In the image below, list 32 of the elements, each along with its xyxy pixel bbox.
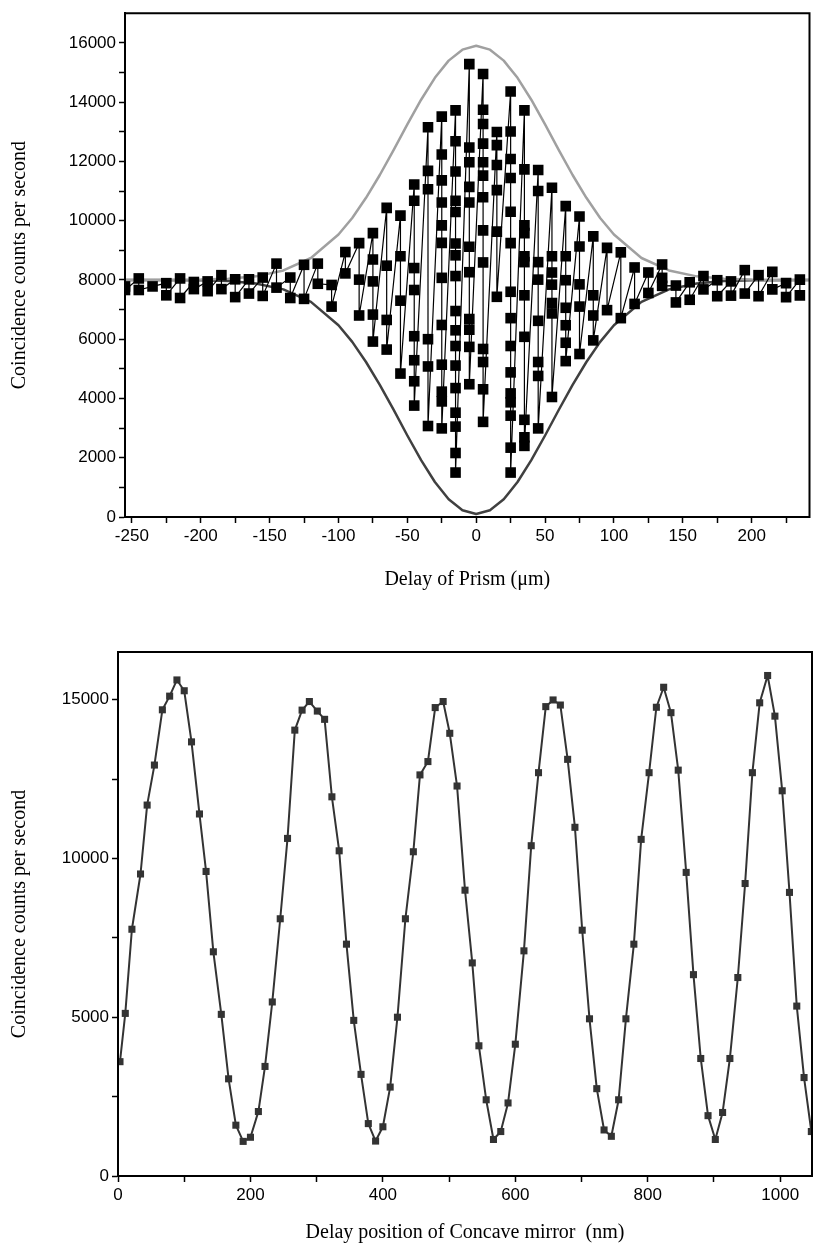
y-tick-label: 10000 xyxy=(68,210,116,230)
x-tick-label: 600 xyxy=(501,1184,530,1204)
x-tick-label: 400 xyxy=(368,1184,398,1204)
x-axis-title: Delay of Prism (μm) xyxy=(384,567,551,591)
x-tick-label: -200 xyxy=(183,525,218,545)
x-tick-label: -250 xyxy=(114,525,149,545)
x-tick-label: -50 xyxy=(395,525,420,545)
x-tick-label: 0 xyxy=(471,525,481,545)
x-tick-label: -150 xyxy=(252,525,287,545)
x-tick-label: 100 xyxy=(599,525,629,545)
x-tick-label: 50 xyxy=(535,525,555,545)
y-tick-label: 2000 xyxy=(78,447,116,467)
y-tick-label: 8000 xyxy=(78,269,116,289)
x-tick-label: 200 xyxy=(236,1184,265,1204)
y-tick-label: 6000 xyxy=(78,328,116,348)
x-tick-label: -100 xyxy=(321,525,356,545)
y-tick-label: 12000 xyxy=(68,151,116,171)
x-axis-title: Delay position of Concave mirror (nm) xyxy=(305,1220,625,1244)
y-tick-label: 16000 xyxy=(68,32,116,52)
y-tick-label: 15000 xyxy=(61,689,109,709)
y-tick-label: 14000 xyxy=(68,91,116,111)
y-axis-title: Coincidence counts per second xyxy=(7,140,31,390)
y-tick-label: 0 xyxy=(99,1165,109,1185)
x-tick-label: 1000 xyxy=(761,1184,800,1204)
x-tick-label: 800 xyxy=(633,1184,662,1204)
y-tick-label: 0 xyxy=(106,506,116,526)
x-tick-label: 150 xyxy=(668,525,697,545)
y-tick-label: 4000 xyxy=(78,388,116,408)
x-tick-label: 200 xyxy=(737,525,766,545)
y-tick-label: 10000 xyxy=(61,848,109,868)
y-tick-label: 5000 xyxy=(71,1006,109,1026)
y-axis-title: Coincidence counts per second xyxy=(7,789,31,1039)
